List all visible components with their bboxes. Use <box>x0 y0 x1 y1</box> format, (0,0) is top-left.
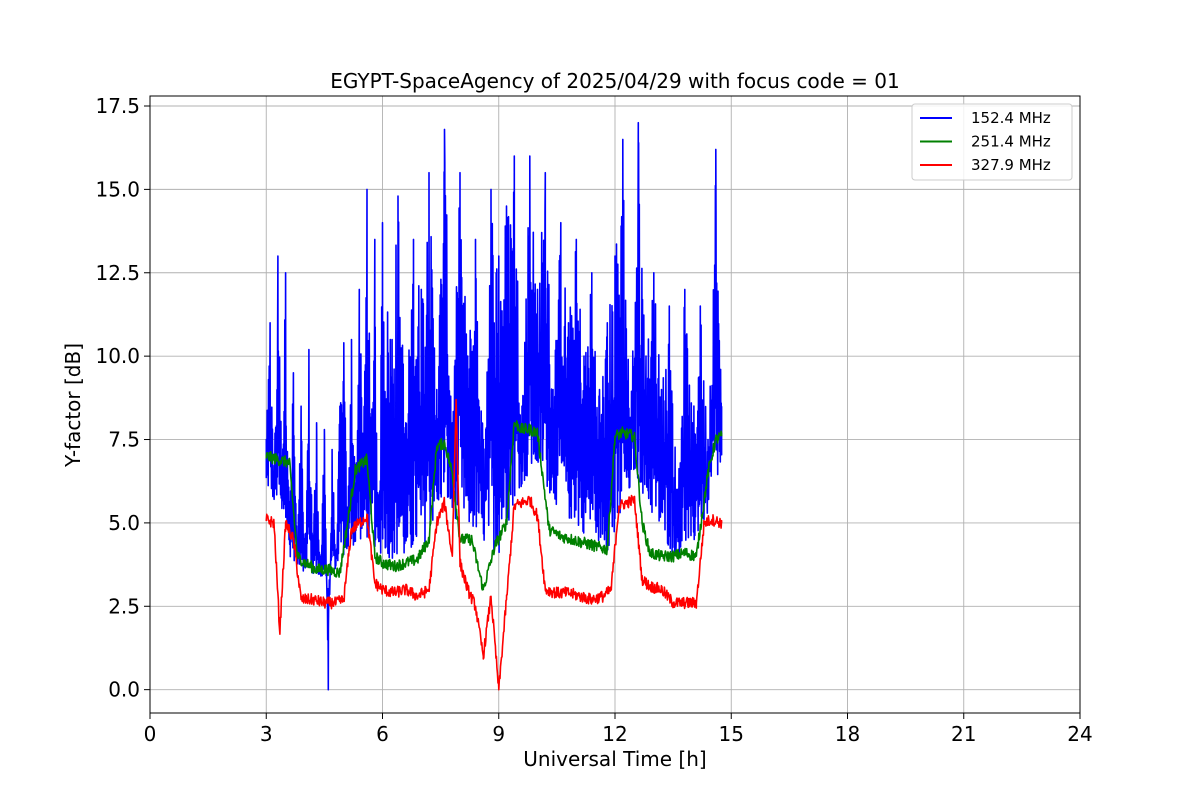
x-tick-label: 15 <box>719 722 744 746</box>
y-tick-label: 17.5 <box>95 94 140 118</box>
legend-label: 251.4 MHz <box>971 133 1051 151</box>
chart-title: EGYPT-SpaceAgency of 2025/04/29 with foc… <box>330 69 899 93</box>
x-tick-label: 24 <box>1067 722 1092 746</box>
x-tick-label: 3 <box>260 722 273 746</box>
y-tick-label: 15.0 <box>95 177 140 201</box>
y-axis-label: Y-factor [dB] <box>61 343 85 468</box>
y-tick-label: 12.5 <box>95 261 140 285</box>
legend-label: 327.9 MHz <box>971 156 1051 174</box>
plot-data-layer <box>265 121 723 691</box>
y-tick-label: 7.5 <box>108 428 140 452</box>
x-tick-label: 18 <box>835 722 860 746</box>
y-tick-label: 5.0 <box>108 511 140 535</box>
legend: 152.4 MHz 251.4 MHz 327.9 MHz <box>911 103 1073 181</box>
x-tick-label: 21 <box>951 722 976 746</box>
x-tick-label: 6 <box>376 722 389 746</box>
x-tick-label: 9 <box>492 722 505 746</box>
x-tick-label: 12 <box>602 722 627 746</box>
x-tick-label: 0 <box>144 722 157 746</box>
series-line-3 <box>265 398 723 691</box>
legend-label: 152.4 MHz <box>971 109 1051 127</box>
x-axis-label: Universal Time [h] <box>523 747 706 771</box>
legend-box <box>911 103 1073 181</box>
y-tick-label: 2.5 <box>108 594 140 618</box>
series-line-2 <box>265 420 723 591</box>
tick-layer: 0 3 6 9 12 15 18 21 24 0.0 2.5 5.0 7.5 10.0 12.5 15.0 17… <box>95 94 1092 746</box>
y-tick-label: 10.0 <box>95 344 140 368</box>
series-line-1 <box>265 121 723 691</box>
y-tick-label: 0.0 <box>108 678 140 702</box>
